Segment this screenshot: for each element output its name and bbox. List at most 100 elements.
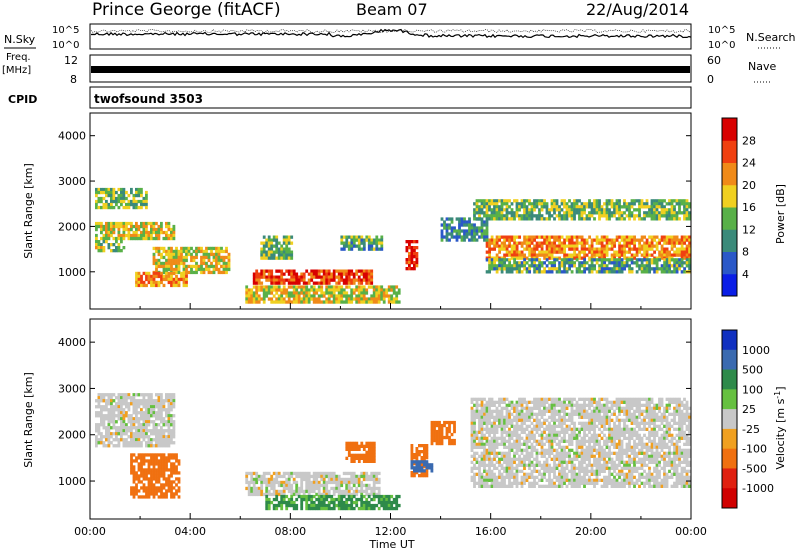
power-echo-cell bbox=[675, 199, 679, 203]
velocity-echo-cell bbox=[490, 469, 494, 473]
velocity-echo-cell bbox=[272, 477, 276, 482]
velocity-echo-cell bbox=[413, 466, 416, 470]
velocity-echo-cell bbox=[137, 393, 141, 397]
power-echo-cell bbox=[630, 241, 634, 245]
power-echo-cell bbox=[120, 187, 123, 192]
velocity-echo-cell bbox=[488, 469, 491, 473]
power-echo-cell bbox=[145, 277, 148, 282]
power-echo-cell bbox=[175, 280, 178, 285]
velocity-echo-cell bbox=[125, 423, 128, 427]
power-echo-cell bbox=[155, 261, 158, 266]
power-echo-cell bbox=[340, 269, 344, 273]
power-echo-cell bbox=[515, 241, 519, 245]
velocity-echo-cell bbox=[265, 480, 269, 485]
velocity-echo-cell bbox=[350, 486, 354, 491]
velocity-echo-cell bbox=[438, 432, 441, 437]
power-echo-cell bbox=[97, 249, 101, 253]
velocity-echo-cell bbox=[120, 408, 123, 412]
velocity-echo-cell bbox=[170, 453, 173, 457]
velocity-echo-cell bbox=[167, 393, 171, 397]
power-echo-cell bbox=[95, 236, 98, 241]
velocity-echo-cell bbox=[147, 465, 151, 469]
velocity-echo-cell bbox=[147, 420, 151, 424]
power-echo-cell bbox=[630, 258, 634, 262]
power-echo-cell bbox=[95, 227, 98, 232]
velocity-echo-cell bbox=[355, 444, 359, 448]
power-echo-cell bbox=[585, 238, 589, 242]
power-echo-cell bbox=[160, 274, 163, 279]
power-echo-cell bbox=[155, 236, 158, 241]
power-echo-cell bbox=[320, 269, 324, 273]
velocity-echo-cell bbox=[365, 506, 369, 511]
velocity-echo-cell bbox=[495, 475, 499, 479]
velocity-echo-cell bbox=[387, 500, 391, 505]
power-echo-cell bbox=[170, 283, 173, 288]
power-echo-cell bbox=[503, 235, 506, 239]
velocity-echo-cell bbox=[137, 477, 141, 481]
power-echo-cell bbox=[340, 238, 344, 242]
power-echo-cell bbox=[300, 278, 304, 282]
power-echo-cell bbox=[630, 235, 634, 239]
velocity-echo-cell bbox=[510, 457, 514, 461]
power-echo-cell bbox=[312, 297, 316, 301]
power-echo-cell bbox=[122, 196, 126, 201]
power-echo-cell bbox=[285, 253, 289, 257]
velocity-echo-cell bbox=[540, 397, 544, 401]
velocity-echo-cell bbox=[470, 478, 474, 482]
noise-traces bbox=[90, 28, 692, 39]
power-echo-cell bbox=[643, 267, 646, 271]
velocity-echo-cell bbox=[550, 484, 554, 488]
velocity-echo-cell bbox=[347, 506, 351, 511]
power-echo-cell bbox=[638, 267, 641, 271]
power-echo-cell bbox=[125, 224, 128, 229]
power-echo-cell bbox=[498, 250, 501, 254]
power-echo-cell bbox=[583, 238, 586, 242]
velocity-echo-cell bbox=[317, 489, 321, 494]
velocity-echo-cell bbox=[500, 433, 504, 437]
velocity-echo-cell bbox=[295, 506, 299, 511]
power-echo-cell bbox=[593, 205, 596, 209]
velocity-echo-cell bbox=[473, 415, 476, 419]
power-echo-cell bbox=[518, 256, 521, 260]
velocity-echo-cell bbox=[500, 421, 504, 425]
power-echo-cell bbox=[282, 238, 286, 242]
velocity-echo-cell bbox=[538, 427, 541, 431]
power-echo-cell bbox=[643, 250, 646, 254]
power-echo-cell bbox=[573, 256, 576, 260]
power-echo-cell bbox=[135, 193, 138, 198]
power-echo-cell bbox=[553, 247, 556, 251]
power-echo-cell bbox=[558, 241, 561, 245]
velocity-echo-cell bbox=[530, 400, 534, 404]
power-echo-cell bbox=[463, 229, 466, 233]
velocity-echo-cell bbox=[355, 480, 359, 485]
power-echo-cell bbox=[475, 211, 479, 215]
power-echo-cell bbox=[473, 226, 476, 230]
power-echo-cell bbox=[290, 300, 294, 304]
power-echo-cell bbox=[620, 211, 624, 215]
power-echo-cell bbox=[525, 238, 529, 242]
velocity-echo-cell bbox=[255, 474, 259, 479]
power-echo-cell bbox=[500, 211, 504, 215]
power-echo-cell bbox=[678, 208, 681, 212]
velocity-echo-cell bbox=[488, 463, 491, 467]
power-echo-cell bbox=[640, 217, 644, 221]
velocity-echo-cell bbox=[553, 421, 556, 425]
velocity-echo-cell bbox=[503, 397, 506, 401]
power-echo-cell bbox=[515, 250, 519, 254]
power-echo-cell bbox=[115, 221, 118, 226]
power-echo-cell bbox=[222, 249, 226, 254]
power-echo-cell bbox=[473, 208, 476, 212]
power-echo-cell bbox=[262, 253, 266, 257]
velocity-echo-cell bbox=[105, 405, 108, 409]
velocity-echo-cell bbox=[277, 500, 281, 505]
velocity-echo-cell bbox=[418, 450, 421, 454]
power-echo-cell bbox=[102, 227, 106, 232]
power-echo-cell bbox=[147, 236, 151, 241]
power-echo-cell bbox=[408, 267, 411, 271]
power-echo-cell bbox=[257, 281, 261, 285]
power-echo-cell bbox=[455, 235, 459, 239]
velocity-echo-cell bbox=[500, 436, 504, 440]
power-echo-cell bbox=[633, 241, 636, 245]
velocity-echo-cell bbox=[493, 466, 496, 470]
velocity-echo-cell bbox=[252, 483, 256, 488]
